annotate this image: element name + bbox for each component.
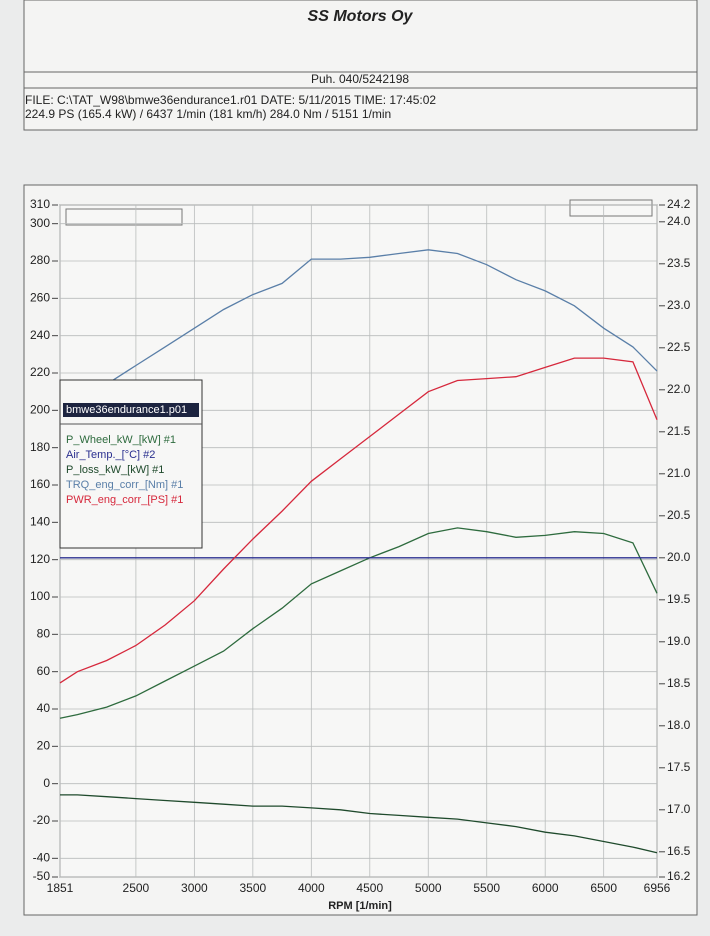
y-tick-label: 120 [30,552,50,566]
file-info: FILE: C:\TAT_W98\bmwe36endurance1.r01 DA… [25,93,436,107]
x-tick-label: 4000 [298,881,325,895]
data-line [60,794,658,854]
x-tick-label: 6000 [532,881,559,895]
y2-tick-label: 18.0 [667,718,691,732]
y2-tick-label: 18.5 [667,676,691,690]
y2-tick-label: 24.0 [667,214,691,228]
empty-box [65,208,183,226]
y2-tick-label: 22.0 [667,382,691,396]
y-tick-label: 60 [37,664,51,678]
x-axis-label: RPM [1/min] [328,900,392,912]
y2-tick-label: 17.5 [667,760,691,774]
data-line [59,249,658,411]
y-tick-label: 80 [37,627,51,641]
data-line [59,527,658,719]
x-tick-label: 3000 [181,881,208,895]
x-tick-label: 3500 [239,881,266,895]
y-tick-label: 100 [30,589,50,603]
y2-tick-label: 21.5 [667,424,691,438]
x-tick-label: 6956 [644,881,671,895]
y-tick-label: 180 [30,440,50,454]
y-tick-label: 40 [37,701,51,715]
y2-tick-label: 24.2 [667,197,691,211]
x-tick-label: 5500 [473,881,500,895]
legend-entry: Air_Temp._[°C] #2 [66,449,155,461]
y-tick-label: -40 [33,851,51,865]
y-tick-label: 310 [30,197,50,211]
y-tick-label: 220 [30,365,50,379]
legend-entry: P_loss_kW_[kW] #1 [66,464,164,476]
y-tick-label: 140 [30,515,50,529]
subtitle: Puh. 040/5242198 [311,72,409,86]
y2-tick-label: 16.5 [667,844,691,858]
y-tick-label: 200 [30,403,50,417]
legend-header [63,403,199,417]
legend-entry: TRQ_eng_corr_[Nm] #1 [66,479,183,491]
y-tick-label: 20 [37,739,51,753]
y-tick-label: 300 [30,216,50,230]
chart-title: SS Motors Oy [308,8,414,25]
y2-tick-label: 17.0 [667,802,691,816]
y2-tick-label: 20.5 [667,508,691,522]
x-tick-label: 2500 [123,881,150,895]
y2-tick-label: 23.5 [667,256,691,270]
summary: 224.9 PS (165.4 kW) / 6437 1/min (181 km… [25,107,391,121]
legend-title: bmwe36endurance1.p01 [66,404,187,416]
y2-tick-label: 16.2 [667,869,691,883]
y2-tick-label: 19.5 [667,592,691,606]
y-tick-label: 280 [30,253,50,267]
y2-tick-label: 19.0 [667,634,691,648]
y-tick-label: 0 [43,776,50,790]
y2-tick-label: 23.0 [667,298,691,312]
y-tick-label: 260 [30,291,50,305]
empty-box [569,199,653,217]
legend-entry: P_Wheel_kW_[kW] #1 [66,434,176,446]
legend-entry: PWR_eng_corr_[PS] #1 [66,494,183,506]
x-tick-label: 5000 [415,881,442,895]
x-tick-label: 1851 [47,881,74,895]
y2-tick-label: 20.0 [667,550,691,564]
y2-tick-label: 21.0 [667,466,691,480]
y-tick-label: -50 [33,869,51,883]
header-box [23,0,698,131]
y-tick-label: 240 [30,328,50,342]
y-tick-label: 160 [30,477,50,491]
x-tick-label: 4500 [356,881,383,895]
x-tick-label: 6500 [590,881,617,895]
y-tick-label: -20 [33,813,51,827]
y2-tick-label: 22.5 [667,340,691,354]
data-line [59,357,658,684]
